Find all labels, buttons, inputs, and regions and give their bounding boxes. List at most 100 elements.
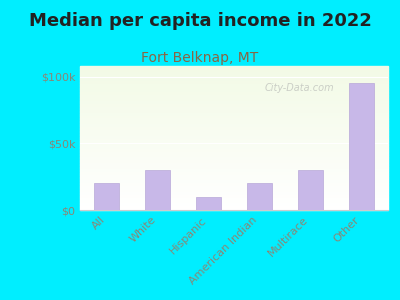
Bar <box>80 85 388 86</box>
Bar <box>80 112 388 113</box>
Bar <box>80 75 388 76</box>
Bar <box>80 185 388 187</box>
Bar <box>80 193 388 194</box>
Bar <box>80 82 388 83</box>
Bar <box>80 208 388 210</box>
Bar <box>80 187 388 188</box>
Bar <box>80 197 388 199</box>
Bar <box>80 149 388 151</box>
Bar <box>80 109 388 111</box>
Bar <box>80 134 388 135</box>
Bar <box>80 201 388 203</box>
Bar <box>80 72 388 73</box>
Bar <box>80 196 388 197</box>
Bar <box>80 203 388 204</box>
Bar <box>80 127 388 128</box>
Bar <box>80 199 388 200</box>
Bar <box>80 125 388 127</box>
Bar <box>80 191 388 193</box>
Bar <box>80 183 388 184</box>
Bar <box>80 129 388 131</box>
Bar <box>80 136 388 138</box>
Bar <box>80 118 388 119</box>
Bar <box>80 135 388 136</box>
Bar <box>80 79 388 80</box>
Bar <box>94 183 120 210</box>
Bar <box>80 76 388 77</box>
Bar <box>80 147 388 148</box>
Bar <box>80 92 388 93</box>
Bar <box>80 165 388 167</box>
Bar <box>80 140 388 141</box>
Bar <box>80 200 388 201</box>
Bar <box>80 106 388 108</box>
Bar <box>80 155 388 157</box>
Text: City-Data.com: City-Data.com <box>265 83 334 93</box>
Bar <box>80 176 388 177</box>
Bar <box>80 68 388 69</box>
Bar <box>80 128 388 129</box>
Bar <box>80 171 388 172</box>
Bar <box>80 177 388 178</box>
Bar <box>196 197 221 210</box>
Bar <box>80 73 388 75</box>
Bar <box>80 113 388 115</box>
Bar <box>80 158 388 160</box>
Bar <box>80 206 388 207</box>
Bar <box>80 100 388 102</box>
Bar <box>348 83 374 210</box>
Bar <box>80 151 388 152</box>
Bar <box>80 66 388 68</box>
Bar <box>80 132 388 134</box>
Bar <box>80 89 388 91</box>
Bar <box>80 154 388 155</box>
Bar <box>80 172 388 174</box>
Bar <box>80 190 388 191</box>
Bar <box>80 70 388 72</box>
Bar <box>80 99 388 100</box>
Bar <box>80 83 388 85</box>
Bar <box>80 161 388 163</box>
Bar <box>80 116 388 118</box>
Bar <box>80 88 388 89</box>
Bar <box>80 95 388 96</box>
Bar <box>80 80 388 82</box>
Bar <box>80 194 388 196</box>
Bar <box>80 157 388 158</box>
Bar <box>80 167 388 168</box>
Bar <box>80 121 388 122</box>
Bar <box>80 180 388 181</box>
Bar <box>80 152 388 154</box>
Bar <box>80 122 388 124</box>
Bar <box>80 160 388 161</box>
Bar <box>80 138 388 140</box>
Bar <box>80 86 388 88</box>
Bar <box>80 148 388 149</box>
Bar <box>80 174 388 176</box>
Bar <box>80 145 388 147</box>
Bar <box>80 170 388 171</box>
Bar <box>80 108 388 109</box>
Bar <box>145 170 170 210</box>
Bar <box>80 141 388 142</box>
Bar <box>80 184 388 185</box>
Bar <box>80 181 388 183</box>
Bar <box>80 178 388 180</box>
Bar <box>80 142 388 144</box>
Bar <box>80 69 388 70</box>
Bar <box>247 183 272 210</box>
Bar <box>80 111 388 112</box>
Bar <box>80 164 388 165</box>
Bar <box>80 119 388 121</box>
Bar <box>80 93 388 95</box>
Bar <box>80 77 388 79</box>
Bar <box>80 207 388 208</box>
Bar <box>80 103 388 105</box>
Bar <box>80 188 388 190</box>
Bar <box>80 98 388 99</box>
Bar <box>80 96 388 98</box>
Bar <box>80 131 388 132</box>
Bar <box>80 91 388 92</box>
Bar <box>80 124 388 125</box>
Bar <box>80 115 388 116</box>
